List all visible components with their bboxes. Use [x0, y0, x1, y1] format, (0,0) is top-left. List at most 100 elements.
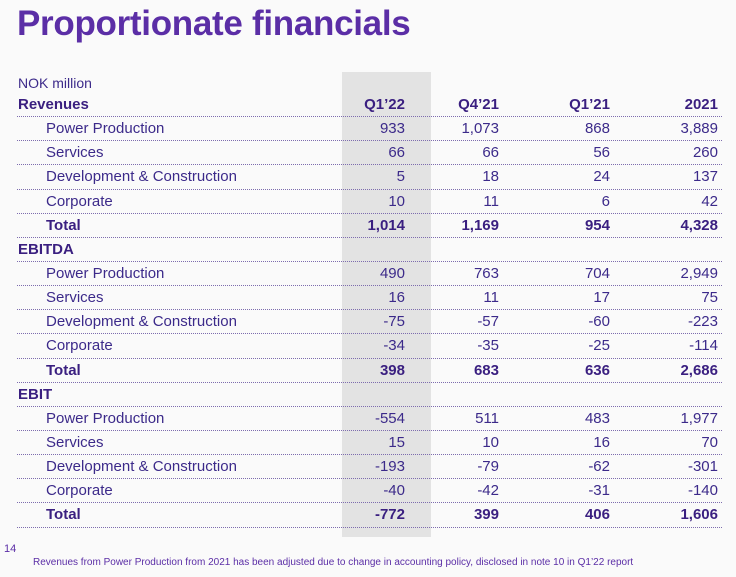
row-label: Total: [46, 361, 81, 379]
row-label: Corporate: [46, 337, 113, 355]
table-cell: 10: [482, 433, 499, 451]
row-label: EBITDA: [18, 240, 74, 258]
table-row: Corporate -34 -35 -25 -114: [0, 334, 736, 359]
row-label: Power Production: [46, 264, 165, 282]
table-row: Power Production 490 763 704 2,949: [0, 262, 736, 287]
table-cell: 868: [584, 120, 610, 138]
page-number: 14: [4, 543, 17, 555]
table-row: Services 16 11 17 75: [0, 286, 736, 311]
table-cell: 66: [388, 144, 405, 162]
section-header-row: EBIT: [0, 383, 736, 407]
table-cell: 11: [483, 192, 499, 210]
row-divider: [17, 405, 722, 407]
table-cell: 704: [584, 264, 610, 282]
table-row: Development & Construction 5 18 24 137: [0, 165, 736, 190]
row-divider: [17, 478, 722, 480]
table-row: Services 15 10 16 70: [0, 431, 736, 456]
row-label: Revenues: [18, 96, 89, 113]
row-label: Development & Construction: [46, 168, 237, 186]
section-header-row: EBITDA: [0, 238, 736, 262]
row-label: Total: [46, 216, 81, 234]
table-cell: -75: [383, 313, 405, 331]
table-cell: 399: [473, 506, 499, 524]
row-label: Corporate: [46, 192, 113, 210]
table-cell: -223: [687, 313, 718, 331]
table-cell: 1,073: [461, 120, 499, 138]
row-divider: [17, 164, 722, 166]
column-header: Q1’22: [364, 96, 405, 113]
row-label: Corporate: [46, 482, 113, 500]
row-divider: [17, 260, 722, 262]
row-divider: [17, 381, 722, 383]
row-divider: [17, 357, 722, 359]
table-cell: -554: [374, 409, 405, 427]
row-divider: [17, 116, 722, 118]
row-divider: [17, 188, 722, 190]
row-label: Services: [46, 433, 104, 451]
column-header: Q4’21: [458, 96, 499, 113]
column-header: Q1’21: [569, 96, 610, 113]
table-cell: 2,686: [680, 361, 718, 379]
table-cell: -79: [477, 458, 499, 476]
column-header: 2021: [684, 96, 718, 113]
table-cell: -42: [477, 482, 499, 500]
table-cell: 42: [701, 192, 718, 210]
table-cell: 933: [379, 120, 405, 138]
total-row: Total -772 399 406 1,606: [0, 503, 736, 528]
table-cell: 398: [379, 361, 405, 379]
table-cell: 763: [473, 264, 499, 282]
table-row: Corporate 10 11 6 42: [0, 190, 736, 214]
financials-table: Revenues Q1’22 Q4’21 Q1’21 2021 Power Product…: [0, 93, 736, 528]
table-cell: 66: [482, 144, 499, 162]
table-cell: 10: [388, 192, 405, 210]
table-cell: -25: [588, 337, 610, 355]
table-cell: 1,169: [461, 216, 499, 234]
table-cell: 137: [692, 168, 718, 186]
table-cell: 75: [701, 289, 718, 307]
table-cell: -35: [477, 337, 499, 355]
table-cell: 17: [593, 289, 610, 307]
table-cell: -31: [588, 482, 610, 500]
table-cell: 70: [701, 433, 718, 451]
table-cell: -114: [689, 337, 718, 355]
table-cell: 406: [584, 506, 610, 524]
table-cell: 1,014: [367, 216, 405, 234]
row-divider: [17, 526, 722, 528]
table-cell: -301: [687, 458, 718, 476]
table-cell: 16: [593, 433, 610, 451]
table-cell: 5: [396, 168, 405, 186]
table-cell: -772: [374, 506, 405, 524]
table-cell: 11: [483, 289, 499, 307]
unit-label: NOK million: [18, 75, 92, 91]
table-cell: -40: [383, 482, 405, 500]
total-row: Total 398 683 636 2,686: [0, 359, 736, 383]
table-row: Development & Construction -193 -79 -62 -301: [0, 455, 736, 480]
row-label: EBIT: [18, 385, 53, 403]
row-label: Total: [46, 506, 81, 524]
row-label: Services: [46, 289, 104, 307]
page-title: Proportionate financials: [17, 4, 411, 43]
table-cell: 636: [584, 361, 610, 379]
table-cell: 483: [584, 409, 610, 427]
section-header-row: Revenues Q1’22 Q4’21 Q1’21 2021: [0, 93, 736, 118]
table-row: Services 66 66 56 260: [0, 141, 736, 166]
table-cell: 2,949: [680, 264, 718, 282]
table-cell: 4,328: [680, 216, 718, 234]
table-cell: 56: [593, 144, 610, 162]
row-label: Development & Construction: [46, 458, 237, 476]
table-cell: -34: [383, 337, 405, 355]
table-cell: 16: [388, 289, 405, 307]
row-divider: [17, 236, 722, 238]
table-cell: 3,889: [680, 120, 718, 138]
row-label: Services: [46, 144, 104, 162]
row-divider: [17, 454, 722, 456]
table-cell: 490: [379, 264, 405, 282]
table-row: Power Production 933 1,073 868 3,889: [0, 117, 736, 142]
row-label: Development & Construction: [46, 313, 237, 331]
row-divider: [17, 333, 722, 335]
table-row: Development & Construction -75 -57 -60 -223: [0, 310, 736, 335]
row-divider: [17, 140, 722, 142]
table-cell: 15: [388, 433, 405, 451]
table-cell: -62: [588, 458, 610, 476]
row-divider: [17, 285, 722, 287]
